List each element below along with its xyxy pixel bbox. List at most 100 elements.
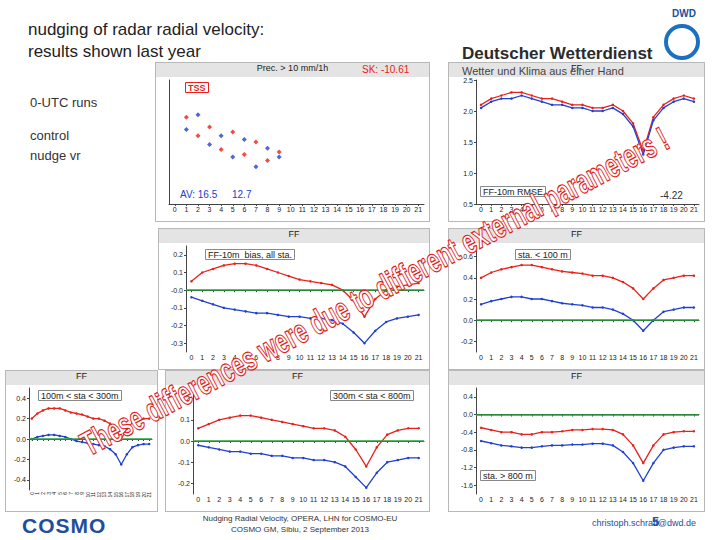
svg-text:4: 4 bbox=[520, 354, 524, 361]
svg-text:4: 4 bbox=[520, 206, 524, 213]
svg-text:1: 1 bbox=[184, 206, 188, 213]
svg-text:5: 5 bbox=[530, 206, 534, 213]
svg-text:10: 10 bbox=[579, 354, 587, 361]
svg-text:-0.8: -0.8 bbox=[461, 446, 473, 453]
svg-text:-0.2: -0.2 bbox=[461, 338, 473, 345]
svg-text:10: 10 bbox=[287, 206, 295, 213]
svg-text:1: 1 bbox=[207, 496, 211, 503]
svg-text:20: 20 bbox=[680, 206, 688, 213]
svg-text:These differences were due to: These differences were due to different … bbox=[74, 120, 675, 463]
svg-text:15: 15 bbox=[629, 354, 637, 361]
svg-text:3: 3 bbox=[510, 206, 514, 213]
svg-text:SK: -10.61: SK: -10.61 bbox=[362, 64, 410, 75]
svg-text:19: 19 bbox=[670, 496, 678, 503]
svg-text:14: 14 bbox=[341, 496, 349, 503]
svg-text:13: 13 bbox=[331, 496, 339, 503]
svg-text:11: 11 bbox=[589, 496, 596, 503]
svg-text:14: 14 bbox=[619, 496, 627, 503]
svg-text:10: 10 bbox=[579, 496, 587, 503]
svg-text:12: 12 bbox=[317, 354, 325, 361]
svg-text:1: 1 bbox=[489, 496, 493, 503]
svg-text:8: 8 bbox=[560, 496, 564, 503]
svg-text:9: 9 bbox=[570, 206, 574, 213]
svg-text:0: 0 bbox=[479, 354, 483, 361]
svg-text:20: 20 bbox=[404, 354, 412, 361]
svg-text:3: 3 bbox=[228, 496, 232, 503]
svg-text:5: 5 bbox=[249, 496, 253, 503]
svg-text:0: 0 bbox=[196, 496, 200, 503]
svg-text:12.7: 12.7 bbox=[232, 189, 252, 200]
svg-text:15: 15 bbox=[629, 206, 637, 213]
svg-text:0: 0 bbox=[189, 354, 193, 361]
svg-text:18: 18 bbox=[382, 354, 390, 361]
svg-text:17: 17 bbox=[371, 354, 379, 361]
svg-text:21: 21 bbox=[690, 206, 698, 213]
svg-text:13: 13 bbox=[609, 354, 617, 361]
svg-text:2.0: 2.0 bbox=[463, 108, 473, 115]
svg-text:15: 15 bbox=[629, 496, 637, 503]
svg-text:10: 10 bbox=[299, 496, 307, 503]
svg-text:1: 1 bbox=[489, 354, 493, 361]
svg-text:12: 12 bbox=[310, 206, 318, 213]
svg-text:13: 13 bbox=[609, 206, 617, 213]
svg-text:16: 16 bbox=[362, 496, 370, 503]
svg-text:-4.22: -4.22 bbox=[660, 190, 683, 201]
svg-text:20: 20 bbox=[403, 206, 411, 213]
svg-text:0: 0 bbox=[479, 496, 483, 503]
svg-text:FF: FF bbox=[76, 371, 87, 381]
svg-text:7: 7 bbox=[550, 206, 554, 213]
svg-text:-0.0: -0.0 bbox=[171, 287, 183, 294]
svg-text:FF: FF bbox=[289, 229, 300, 239]
svg-text:2: 2 bbox=[499, 354, 503, 361]
svg-text:3: 3 bbox=[222, 354, 226, 361]
svg-text:0.0: 0.0 bbox=[16, 436, 26, 443]
svg-text:17: 17 bbox=[649, 496, 657, 503]
svg-text:11: 11 bbox=[299, 206, 306, 213]
svg-text:19: 19 bbox=[393, 354, 401, 361]
svg-text:9: 9 bbox=[570, 496, 574, 503]
svg-text:15: 15 bbox=[345, 206, 353, 213]
svg-text:17: 17 bbox=[373, 496, 381, 503]
svg-text:8: 8 bbox=[276, 354, 280, 361]
svg-text:8: 8 bbox=[560, 354, 564, 361]
svg-text:10: 10 bbox=[579, 206, 587, 213]
svg-text:7: 7 bbox=[254, 206, 258, 213]
svg-text:4: 4 bbox=[520, 496, 524, 503]
svg-text:12: 12 bbox=[599, 354, 607, 361]
svg-text:6: 6 bbox=[259, 496, 263, 503]
svg-text:4: 4 bbox=[219, 206, 223, 213]
svg-text:2: 2 bbox=[211, 354, 215, 361]
svg-text:9: 9 bbox=[291, 496, 295, 503]
svg-text:5: 5 bbox=[530, 354, 534, 361]
svg-text:FF-10m bias, all sta.: FF-10m bias, all sta. bbox=[208, 250, 292, 260]
svg-text:8: 8 bbox=[560, 206, 564, 213]
svg-text:5: 5 bbox=[231, 206, 235, 213]
svg-text:11: 11 bbox=[310, 496, 317, 503]
svg-text:0.6: 0.6 bbox=[463, 253, 473, 260]
svg-text:0.1: 0.1 bbox=[173, 269, 183, 276]
svg-text:19: 19 bbox=[670, 354, 678, 361]
svg-text:Prec. > 10 mm/1h: Prec. > 10 mm/1h bbox=[257, 63, 328, 73]
svg-text:3: 3 bbox=[510, 354, 514, 361]
svg-text:1.0: 1.0 bbox=[463, 170, 473, 177]
svg-text:12: 12 bbox=[320, 496, 328, 503]
svg-text:12: 12 bbox=[599, 496, 607, 503]
svg-text:10: 10 bbox=[296, 354, 304, 361]
svg-text:0.2: 0.2 bbox=[463, 296, 473, 303]
svg-text:6: 6 bbox=[540, 354, 544, 361]
svg-text:1.5: 1.5 bbox=[463, 139, 473, 146]
svg-text:6: 6 bbox=[254, 354, 258, 361]
svg-text:2: 2 bbox=[499, 206, 503, 213]
svg-text:4: 4 bbox=[233, 354, 237, 361]
svg-text:0.4: 0.4 bbox=[16, 395, 26, 402]
svg-text:14: 14 bbox=[619, 354, 627, 361]
svg-text:sta. < 100 m: sta. < 100 m bbox=[518, 250, 568, 260]
svg-text:-0.4: -0.4 bbox=[461, 429, 473, 436]
svg-text:-1.2: -1.2 bbox=[461, 464, 473, 471]
svg-text:17: 17 bbox=[649, 206, 657, 213]
svg-text:4: 4 bbox=[238, 496, 242, 503]
svg-text:0: 0 bbox=[173, 206, 177, 213]
svg-text:2: 2 bbox=[196, 206, 200, 213]
svg-text:AV: 16.5: AV: 16.5 bbox=[180, 189, 218, 200]
svg-text:1: 1 bbox=[200, 354, 204, 361]
